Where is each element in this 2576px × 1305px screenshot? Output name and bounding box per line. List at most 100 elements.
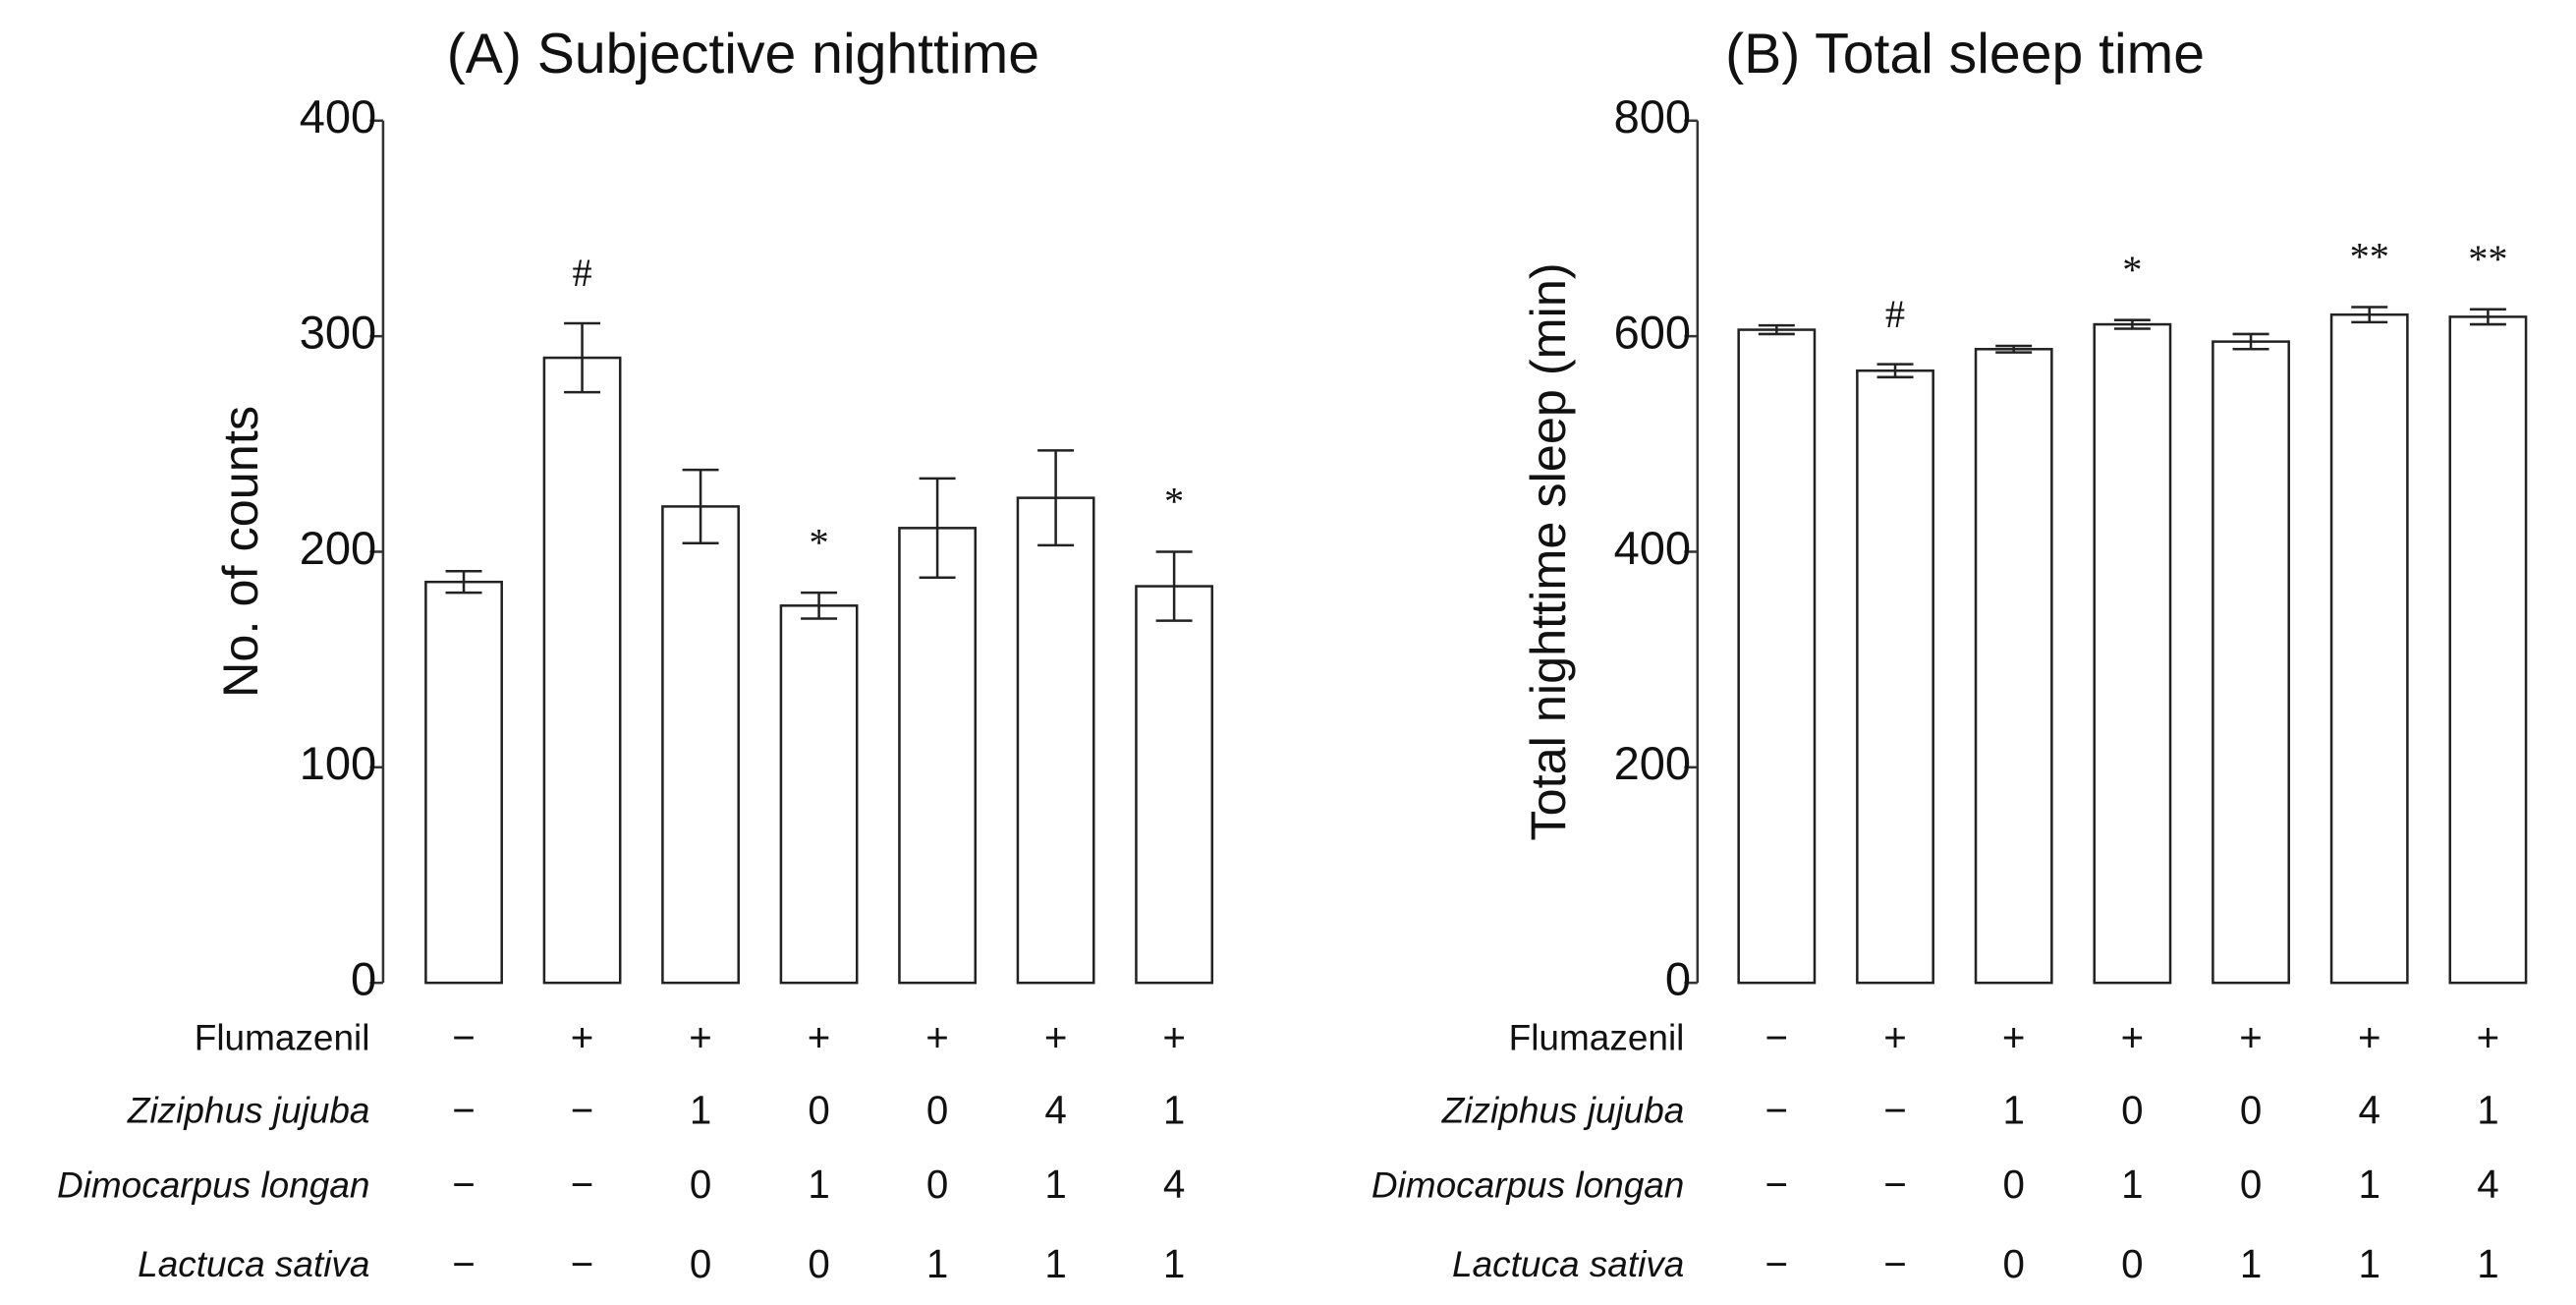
table-cell: + xyxy=(2477,1015,2500,1060)
table-cell: + xyxy=(808,1015,831,1060)
bar xyxy=(2448,315,2528,985)
y-tick-label: 800 xyxy=(1614,90,1691,142)
table-cell: 0 xyxy=(2240,1162,2262,1207)
table-cell: − xyxy=(571,1088,594,1133)
bar xyxy=(898,527,978,985)
error-bar xyxy=(919,477,956,580)
bar xyxy=(424,580,503,985)
table-cell: 1 xyxy=(1163,1088,1185,1133)
error-bar xyxy=(1155,550,1193,622)
error-bar xyxy=(2351,306,2388,324)
table-cell: 1 xyxy=(2477,1241,2498,1286)
table-cell: + xyxy=(1883,1015,1907,1060)
table-cell: − xyxy=(1765,1241,1789,1286)
row-label: Lactuca sativa xyxy=(1452,1244,1684,1284)
bar xyxy=(1737,328,1817,985)
annotation: * xyxy=(809,520,828,564)
table-cell: − xyxy=(1765,1088,1789,1133)
error-bar xyxy=(564,321,601,394)
table-cell: 0 xyxy=(926,1088,948,1133)
y-tick-label: 300 xyxy=(300,307,377,359)
error-bar xyxy=(2232,332,2269,351)
table-cell: 0 xyxy=(2240,1088,2262,1133)
row-label: Ziziphus jujuba xyxy=(1441,1091,1685,1131)
bar xyxy=(2093,322,2172,985)
y-tick-label: 400 xyxy=(1614,522,1691,574)
error-bar xyxy=(2113,318,2151,330)
table-cell: − xyxy=(1765,1015,1789,1060)
table-cell: 1 xyxy=(2359,1162,2380,1207)
table-cell: 1 xyxy=(1044,1241,1066,1286)
error-bar xyxy=(445,569,482,595)
table-cell: 0 xyxy=(2002,1241,2024,1286)
table-cell: 0 xyxy=(2121,1241,2143,1286)
annotation: * xyxy=(2122,248,2142,292)
table-cell: − xyxy=(452,1162,476,1207)
table-cell: + xyxy=(2121,1015,2145,1060)
table-cell: 0 xyxy=(690,1162,711,1207)
table-cell: 1 xyxy=(690,1088,711,1133)
table-cell: − xyxy=(571,1162,594,1207)
y-tick-label: 600 xyxy=(1614,307,1691,359)
row-label: Flumazenil xyxy=(195,1018,370,1058)
table-cell: 0 xyxy=(2121,1088,2143,1133)
y-tick-label: 200 xyxy=(300,522,377,574)
bar xyxy=(1856,369,1934,985)
error-bar xyxy=(801,591,838,620)
table-cell: + xyxy=(1162,1015,1186,1060)
table-cell: 0 xyxy=(2002,1162,2024,1207)
y-axis-label: No. of counts xyxy=(212,406,268,698)
y-tick-label: 100 xyxy=(300,737,377,789)
table-cell: − xyxy=(1883,1162,1907,1207)
chart-title: (A) Subjective nighttime xyxy=(447,23,1039,85)
table-cell: + xyxy=(2239,1015,2263,1060)
bar xyxy=(2329,312,2409,985)
table-cell: − xyxy=(571,1241,594,1286)
table-cell: + xyxy=(2358,1015,2381,1060)
table-cell: 1 xyxy=(2121,1162,2143,1207)
table-cell: 4 xyxy=(2359,1088,2380,1133)
bar xyxy=(779,604,859,985)
table-cell: 4 xyxy=(2477,1162,2498,1207)
bar xyxy=(2212,340,2290,985)
table-cell: − xyxy=(1765,1162,1789,1207)
bar xyxy=(1974,348,2053,985)
table-cell: 0 xyxy=(808,1088,829,1133)
bar xyxy=(542,356,622,985)
y-tick-label: 0 xyxy=(351,953,376,1005)
annotation: # xyxy=(572,251,591,295)
table-cell: 1 xyxy=(1163,1241,1185,1286)
annotation: ** xyxy=(2468,237,2507,281)
table-cell: 1 xyxy=(926,1241,948,1286)
row-label: Lactuca sativa xyxy=(138,1244,369,1284)
table-cell: 1 xyxy=(808,1162,829,1207)
bar xyxy=(661,505,740,985)
error-bar xyxy=(2469,308,2506,326)
table-cell: 1 xyxy=(1044,1162,1066,1207)
table-cell: 1 xyxy=(2002,1088,2024,1133)
table-cell: + xyxy=(689,1015,712,1060)
table-cell: − xyxy=(452,1241,476,1286)
table-cell: 0 xyxy=(926,1162,948,1207)
table-cell: − xyxy=(1883,1088,1907,1133)
y-axis-label: Total nighttime sleep (min) xyxy=(1520,262,1576,840)
table-cell: + xyxy=(1044,1015,1068,1060)
row-label: Flumazenil xyxy=(1509,1018,1685,1058)
row-label: Dimocarpus longan xyxy=(1372,1164,1685,1205)
y-tick-label: 0 xyxy=(1665,953,1691,1005)
annotation: # xyxy=(1885,292,1905,336)
chart-title: (B) Total sleep time xyxy=(1725,23,2205,85)
error-bar xyxy=(1758,323,1795,336)
table-cell: 4 xyxy=(1044,1088,1066,1133)
error-bar xyxy=(1037,449,1075,547)
y-tick-label: 400 xyxy=(300,90,377,142)
table-cell: 0 xyxy=(808,1241,829,1286)
table-cell: − xyxy=(452,1015,476,1060)
annotation: * xyxy=(1164,480,1184,524)
table-cell: − xyxy=(452,1088,476,1133)
table-cell: 1 xyxy=(2477,1088,2498,1133)
error-bar xyxy=(682,468,719,544)
annotation: ** xyxy=(2350,235,2389,279)
